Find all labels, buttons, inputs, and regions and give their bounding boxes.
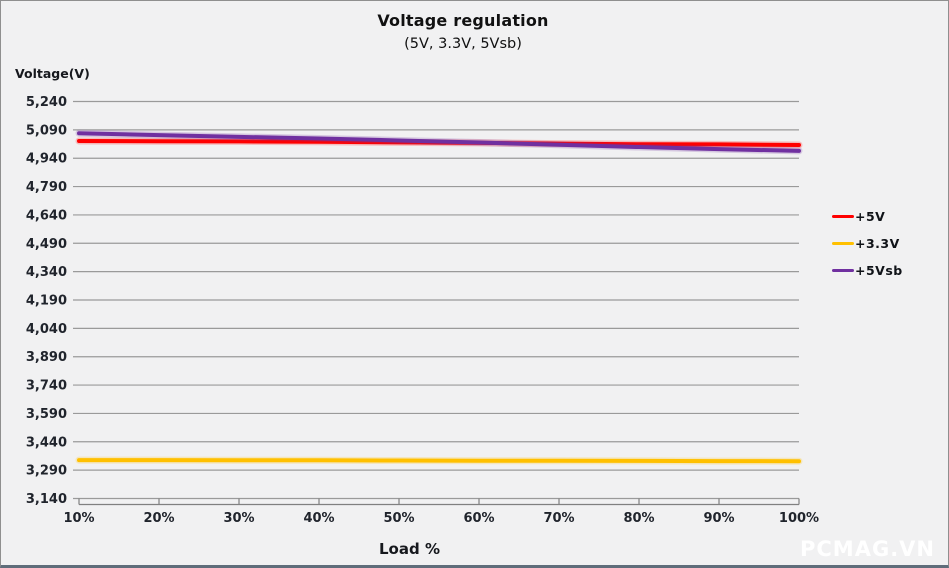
x-tick-label: 60%: [463, 511, 494, 526]
chart-subtitle: (5V, 3.3V, 5Vsb): [404, 36, 522, 52]
y-tick-label: 3,140: [26, 492, 67, 507]
y-tick-label: 3,440: [26, 435, 67, 450]
legend-label-3v3: +3.3V: [855, 236, 900, 251]
watermark: PCMAG.VN: [800, 537, 935, 561]
y-tick-label: 3,290: [26, 464, 67, 479]
legend-label-5v: +5V: [855, 209, 886, 224]
y-tick-label: 3,890: [26, 350, 67, 365]
y-tick-label: 5,090: [26, 123, 67, 138]
x-tick-label: 40%: [303, 511, 334, 526]
y-tick-label: 4,790: [26, 180, 67, 195]
legend-label-5vsb: +5Vsb: [855, 263, 903, 278]
y-tick-label: 4,190: [26, 294, 67, 309]
y-tick-label: 4,940: [26, 152, 67, 167]
legend-line-5v-icon: [832, 214, 854, 219]
y-tick-label: 3,590: [26, 407, 67, 422]
legend: +5V +3.3V +5Vsb: [832, 209, 903, 290]
series-line-+5Vsb: [77, 131, 801, 153]
y-tick-label: 4,490: [26, 237, 67, 252]
x-axis-title: Load %: [379, 540, 440, 558]
y-axis-title: Voltage(V): [15, 66, 90, 81]
y-tick-label: 5,240: [26, 95, 67, 110]
x-tick-label: 80%: [623, 511, 654, 526]
x-tick-label: 10%: [63, 511, 94, 526]
legend-item-3v3: +3.3V: [832, 236, 903, 251]
y-tick-label: 4,040: [26, 322, 67, 337]
chart-title: Voltage regulation: [377, 11, 549, 30]
y-tick-label: 3,740: [26, 379, 67, 394]
x-tick-label: 30%: [223, 511, 254, 526]
series-line-+3.3V: [77, 458, 801, 464]
x-tick-label: 90%: [703, 511, 734, 526]
x-tick-label: 70%: [543, 511, 574, 526]
legend-item-5vsb: +5Vsb: [832, 263, 903, 278]
y-tick-label: 4,640: [26, 208, 67, 223]
legend-line-3v3-icon: [832, 241, 854, 246]
y-tick-label: 4,340: [26, 265, 67, 280]
legend-line-5vsb-icon: [832, 268, 854, 273]
legend-item-5v: +5V: [832, 209, 903, 224]
x-tick-label: 20%: [143, 511, 174, 526]
x-tick-label: 100%: [779, 511, 819, 526]
x-tick-label: 50%: [383, 511, 414, 526]
